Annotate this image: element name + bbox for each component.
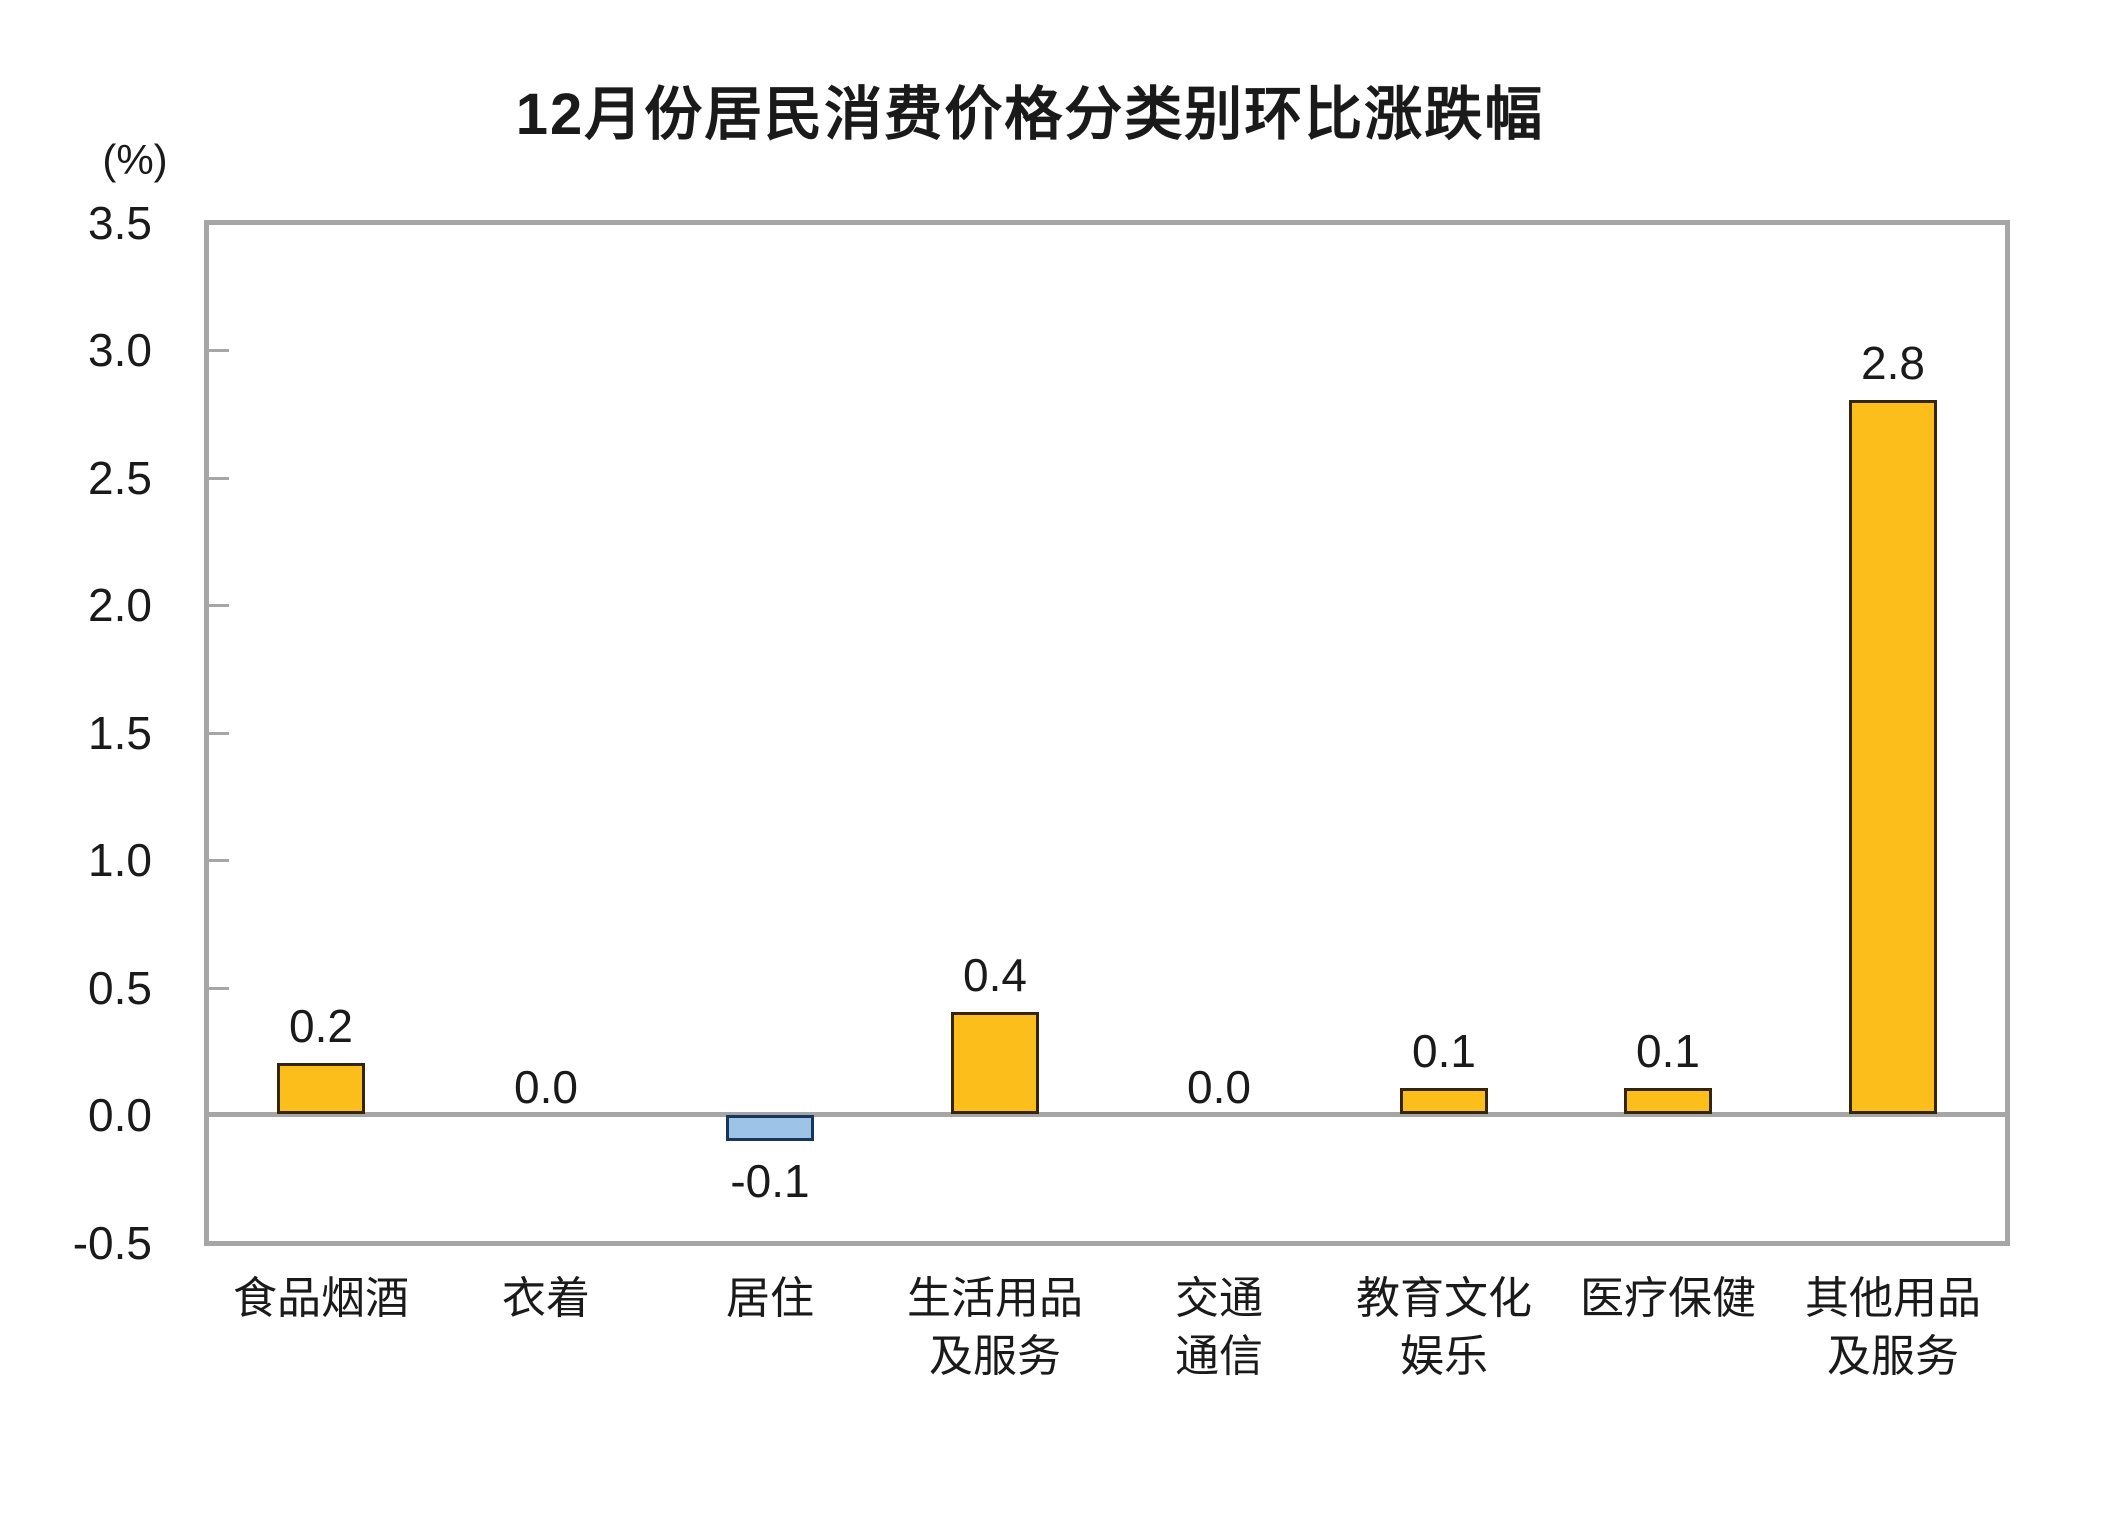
bar-value-label: 0.4 [963, 949, 1027, 1001]
bar-negative [726, 1115, 814, 1141]
y-axis-tick-mark [209, 986, 229, 990]
bar-value-label: 0.2 [289, 1000, 353, 1052]
x-axis-category-label: 衣着 [406, 1270, 686, 1328]
x-axis-category-label-line: 医疗保健 [1580, 1274, 1756, 1323]
x-axis-category-label-line: 交通 [1175, 1274, 1263, 1323]
bar-value-label: 0.0 [1187, 1061, 1251, 1113]
x-axis-category-label-line: 及服务 [929, 1332, 1061, 1381]
bar-positive [277, 1063, 365, 1114]
y-axis-tick-label: 0.5 [88, 961, 152, 1014]
x-axis-category-label-line: 衣着 [502, 1274, 590, 1323]
bar-value-label: 0.1 [1412, 1025, 1476, 1077]
y-axis-tick-label: 0.0 [88, 1089, 152, 1141]
chart-title: 12月份居民消费价格分类别环比涨跌幅 [515, 82, 1545, 147]
bar-value-label: 0.1 [1636, 1025, 1700, 1077]
bar-value-label: 2.8 [1861, 337, 1925, 389]
x-axis-category-label: 生活用品 及服务 [855, 1270, 1135, 1386]
x-axis-category-label-line: 生活用品 [907, 1274, 1083, 1323]
x-axis-category-label: 医疗保健 [1528, 1270, 1808, 1328]
zero-baseline [209, 1112, 2005, 1117]
y-axis-tick-mark [209, 731, 229, 735]
x-axis-category-label: 交通 通信 [1079, 1270, 1359, 1386]
x-axis-category-label: 教育文化 娱乐 [1304, 1270, 1584, 1386]
y-axis-unit-label: (%) [102, 136, 168, 183]
y-axis-tick-label: 1.0 [88, 834, 152, 886]
bar-positive [951, 1012, 1039, 1114]
bar-value-label: -0.1 [730, 1155, 810, 1207]
y-axis-tick-label: -0.5 [72, 1216, 152, 1269]
bar-positive [1400, 1088, 1488, 1114]
x-axis-category-label-line: 及服务 [1827, 1332, 1959, 1381]
x-axis-category-label-line: 食品烟酒 [233, 1274, 409, 1323]
bar-positive [1624, 1088, 1712, 1114]
y-axis-tick-mark [209, 476, 229, 480]
y-axis-tick-mark [209, 859, 229, 862]
plot-area [204, 220, 2010, 1246]
x-axis-category-label: 居住 [630, 1270, 910, 1328]
y-axis-tick-label: 3.5 [88, 196, 152, 249]
bar-positive [1849, 400, 1937, 1114]
x-axis-category-label-line: 教育文化 [1356, 1274, 1532, 1323]
x-axis-category-label: 其他用品 及服务 [1753, 1270, 2033, 1386]
y-axis-tick-label: 2.0 [88, 579, 152, 631]
x-axis-category-label: 食品烟酒 [181, 1270, 461, 1328]
y-axis-tick-label: 1.5 [88, 706, 152, 759]
y-axis-tick-mark [209, 349, 229, 352]
bar-value-label: 0.0 [514, 1061, 578, 1113]
x-axis-category-label-line: 通信 [1175, 1332, 1263, 1381]
y-axis-tick-mark [209, 604, 229, 607]
x-axis-category-label-line: 娱乐 [1400, 1332, 1488, 1381]
x-axis-category-label-line: 居住 [726, 1274, 814, 1323]
y-axis-tick-label: 3.0 [88, 324, 152, 376]
x-axis-category-label-line: 其他用品 [1805, 1274, 1981, 1323]
y-axis-tick-label: 2.5 [88, 451, 152, 504]
